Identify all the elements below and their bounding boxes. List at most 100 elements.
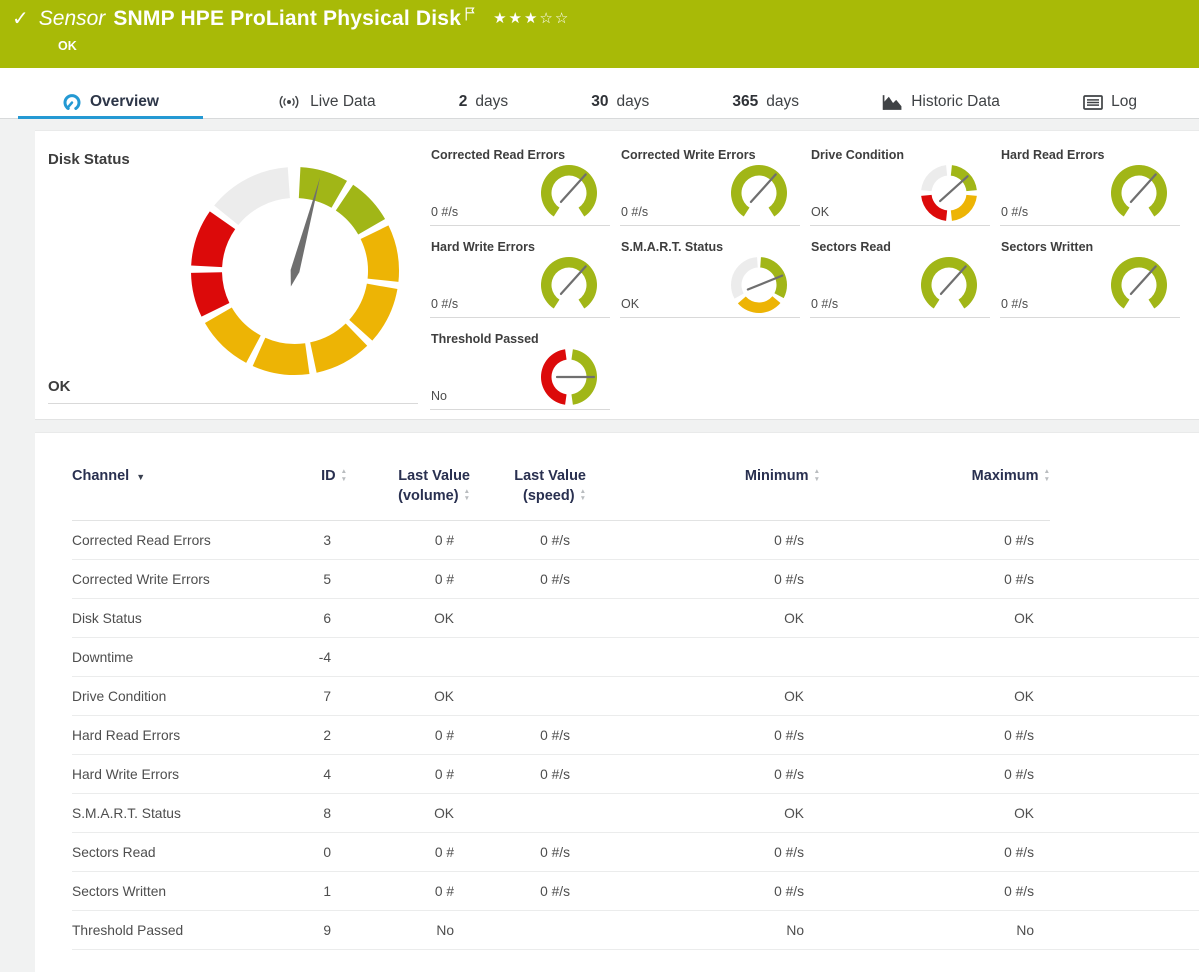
gauge-dial xyxy=(541,256,597,309)
gauge-value: 0 #/s xyxy=(621,205,649,219)
cell-volume: OK xyxy=(347,793,470,834)
gauge-dial xyxy=(731,164,787,217)
tab-label: Overview xyxy=(90,93,159,110)
table-row-hard-read-errors[interactable]: Hard Read Errors 2 0 #0 #/s 0 #/s 0 #/s xyxy=(72,715,1199,756)
cell-id: -4 xyxy=(277,637,347,678)
cell-channel: Downtime xyxy=(72,637,277,678)
table-row-s-m-a-r-t-status[interactable]: S.M.A.R.T. Status 8 OK OK OK xyxy=(72,793,1199,834)
cell-id: 3 xyxy=(277,520,347,561)
gauge-value: 0 #/s xyxy=(811,297,839,311)
gauge-cell-corrected-write-errors[interactable]: Corrected Write Errors 0 #/s xyxy=(620,146,800,226)
gauge-cell-sectors-read[interactable]: Sectors Read 0 #/s xyxy=(810,238,990,318)
cell-max: 0 #/s xyxy=(820,559,1050,600)
gauge-cell-s-m-a-r-t-status[interactable]: S.M.A.R.T. Status OK xyxy=(620,238,800,318)
cell-speed: 0 #/s xyxy=(470,520,586,561)
column-header-channel[interactable]: Channel ▼ xyxy=(72,455,277,522)
column-sublabel: (speed) xyxy=(522,487,575,504)
table-row-corrected-write-errors[interactable]: Corrected Write Errors 5 0 #0 #/s 0 #/s 0 #/… xyxy=(72,559,1199,600)
gauge-cell-corrected-read-errors[interactable]: Corrected Read Errors 0 #/s xyxy=(430,146,610,226)
gauge-dial xyxy=(921,256,977,309)
cell-channel: Drive Condition xyxy=(72,676,277,717)
column-header-id[interactable]: ID ▲ ▼ xyxy=(277,455,347,522)
cell-max: 0 #/s xyxy=(820,754,1050,795)
gauge-value: No xyxy=(431,389,447,403)
log-icon xyxy=(1083,94,1103,111)
table-row-sectors-read[interactable]: Sectors Read 0 0 #0 #/s 0 #/s 0 #/s xyxy=(72,832,1199,873)
cell-min: 0 #/s xyxy=(586,754,820,795)
gauge-label: Hard Read Errors xyxy=(1001,148,1105,162)
column-label: ID xyxy=(321,468,336,484)
gauge-cell-hard-read-errors[interactable]: Hard Read Errors 0 #/s xyxy=(1000,146,1180,226)
table-row-hard-write-errors[interactable]: Hard Write Errors 4 0 #0 #/s 0 #/s 0 #/s xyxy=(72,754,1199,795)
gauge-cell-sectors-written[interactable]: Sectors Written 0 #/s xyxy=(1000,238,1180,318)
tab-number: 365 xyxy=(732,93,759,110)
cell-speed: 0 #/s xyxy=(470,754,586,795)
cell-channel: S.M.A.R.T. Status xyxy=(72,793,277,834)
table-row-downtime[interactable]: Downtime -4 xyxy=(72,637,1199,678)
column-label: Last Value xyxy=(398,468,470,484)
gauge-cell-drive-condition[interactable]: Drive Condition OK xyxy=(810,146,990,226)
gauge-cell-hard-write-errors[interactable]: Hard Write Errors 0 #/s xyxy=(430,238,610,318)
column-header-last-value-speed-[interactable]: Last Value (speed) ▲ ▼ xyxy=(470,455,586,522)
gauge-dial xyxy=(1111,164,1167,217)
table-row-drive-condition[interactable]: Drive Condition 7 OK OK OK xyxy=(72,676,1199,717)
gauge-value: 0 #/s xyxy=(1001,297,1029,311)
gauge-dial xyxy=(541,164,597,217)
tab-label: Log xyxy=(1111,93,1137,110)
cell-id: 1 xyxy=(277,871,347,912)
tab-label: days xyxy=(475,93,509,110)
gauge-icon xyxy=(62,92,82,112)
cell-speed: 0 #/s xyxy=(470,715,586,756)
cell-min: OK xyxy=(586,598,820,639)
cell-min: 0 #/s xyxy=(586,559,820,600)
cell-channel: Sectors Written xyxy=(72,871,277,912)
gauge-label: Threshold Passed xyxy=(431,332,539,346)
gauge-label: S.M.A.R.T. Status xyxy=(621,240,724,254)
tab-historic-data[interactable]: Historic Data xyxy=(872,86,1010,118)
cell-max: No xyxy=(820,910,1050,951)
tab-live-data[interactable]: Live Data xyxy=(266,86,385,118)
cell-min: 0 #/s xyxy=(586,520,820,561)
column-header-maximum[interactable]: Maximum ▲ ▼ xyxy=(820,455,1050,522)
cell-channel: Threshold Passed xyxy=(72,910,277,951)
cell-channel: Corrected Read Errors xyxy=(72,520,277,561)
cell-speed xyxy=(470,910,586,951)
cell-max: OK xyxy=(820,676,1050,717)
object-kind-label: Sensor xyxy=(38,7,106,30)
gauge-label: Corrected Read Errors xyxy=(431,148,566,162)
table-row-disk-status[interactable]: Disk Status 6 OK OK OK xyxy=(72,598,1199,639)
cell-max xyxy=(820,637,1050,678)
cell-max: 0 #/s xyxy=(820,871,1050,912)
cell-channel: Hard Write Errors xyxy=(72,754,277,795)
cell-volume: 0 # xyxy=(347,715,470,756)
gauge-dial xyxy=(1111,256,1167,309)
cell-id: 6 xyxy=(277,598,347,639)
sensor-status-text: OK xyxy=(58,39,77,53)
cell-volume: 0 # xyxy=(347,520,470,561)
cell-speed xyxy=(470,637,586,678)
cell-id: 4 xyxy=(277,754,347,795)
table-row-threshold-passed[interactable]: Threshold Passed 9 No No No xyxy=(72,910,1199,951)
gauge-cell-threshold-passed[interactable]: Threshold Passed No xyxy=(430,330,610,410)
cell-min: No xyxy=(586,910,820,951)
table-row-sectors-written[interactable]: Sectors Written 1 0 #0 #/s 0 #/s 0 #/s xyxy=(72,871,1199,912)
tab-overview[interactable]: Overview xyxy=(18,86,203,119)
priority-rating-stars[interactable]: ★★★☆☆ xyxy=(493,10,571,27)
tab-log[interactable]: Log xyxy=(1073,86,1147,118)
primary-gauge-cell[interactable]: Disk Status OK xyxy=(48,131,418,404)
cell-min: OK xyxy=(586,676,820,717)
column-header-minimum[interactable]: Minimum ▲ ▼ xyxy=(586,455,820,522)
cell-id: 5 xyxy=(277,559,347,600)
table-row-corrected-read-errors[interactable]: Corrected Read Errors 3 0 #0 #/s 0 #/s 0 #/s xyxy=(72,520,1199,561)
tab-365-days[interactable]: 365 days xyxy=(722,86,809,118)
column-sublabel: (volume) xyxy=(398,487,459,504)
gauge-label: Corrected Write Errors xyxy=(621,148,756,162)
flag-icon[interactable] xyxy=(465,7,475,26)
column-header-last-value-volume-[interactable]: Last Value (volume) ▲ ▼ xyxy=(347,455,470,522)
tab-2-days[interactable]: 2 days xyxy=(449,86,518,118)
tab-30-days[interactable]: 30 days xyxy=(581,86,659,118)
sort-arrows-icon: ▲ ▼ xyxy=(1043,468,1050,483)
tab-number: 2 xyxy=(458,93,468,110)
gauge-dial xyxy=(731,257,787,314)
